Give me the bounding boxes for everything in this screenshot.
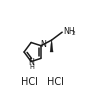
Polygon shape (50, 40, 53, 52)
Text: HCl: HCl (47, 77, 64, 87)
Text: N: N (29, 58, 34, 67)
Text: NH: NH (63, 27, 75, 36)
Text: HCl: HCl (21, 77, 37, 87)
Text: H: H (29, 64, 34, 70)
Text: 2: 2 (71, 31, 75, 36)
Text: N: N (40, 40, 46, 49)
